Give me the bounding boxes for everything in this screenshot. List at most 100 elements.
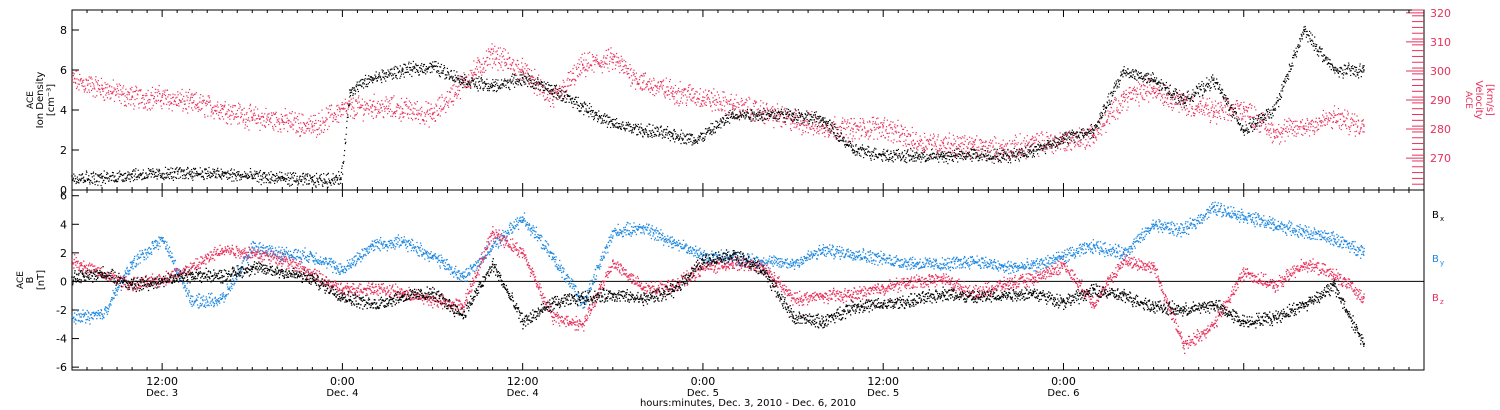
velocity-point (201, 102, 203, 105)
velocity-point (1170, 106, 1173, 109)
velocity-point (298, 113, 300, 115)
velocity-point (815, 123, 817, 126)
velocity-point (868, 120, 871, 122)
density-point (599, 117, 601, 119)
density-point (229, 174, 231, 176)
velocity-point (799, 124, 801, 127)
velocity-point (361, 104, 363, 107)
density-point (291, 183, 293, 186)
velocity-point (1001, 153, 1003, 155)
density-point (569, 95, 571, 97)
density-point (235, 178, 237, 180)
velocity-point (1218, 112, 1220, 115)
density-point (694, 141, 696, 143)
velocity-point (335, 116, 337, 118)
velocity-point (257, 114, 260, 116)
velocity-point (547, 99, 549, 101)
velocity-point (1100, 129, 1102, 131)
density-point (425, 73, 427, 75)
velocity-point (205, 102, 207, 105)
velocity-point (1164, 97, 1166, 99)
density-point (336, 176, 338, 179)
velocity-point (787, 116, 790, 118)
velocity-point (144, 107, 146, 109)
density-point (271, 179, 273, 182)
velocity-point (463, 72, 465, 74)
velocity-value-point (221, 107, 223, 110)
velocity-point (1044, 151, 1046, 153)
density-point (265, 174, 267, 176)
density-point (336, 178, 339, 181)
density-point (377, 77, 379, 79)
velocity-point (241, 109, 244, 111)
velocity-point (985, 141, 987, 143)
density-point (153, 176, 155, 178)
velocity-point (1288, 131, 1290, 133)
velocity-value-point (551, 99, 554, 101)
density-point (154, 172, 156, 174)
velocity-point (602, 57, 605, 59)
velocity-point (1123, 90, 1125, 93)
velocity-point (587, 70, 589, 72)
velocity-point (519, 78, 521, 80)
velocity-point (438, 97, 440, 99)
velocity-point (290, 121, 292, 123)
density-point (211, 172, 213, 174)
velocity-point (1281, 130, 1283, 132)
velocity-point (745, 102, 747, 104)
density-point (77, 181, 79, 184)
velocity-point (980, 138, 982, 141)
velocity-point (137, 94, 139, 96)
density-point (106, 178, 108, 180)
velocity-value-point (732, 105, 734, 107)
velocity-point (636, 81, 639, 83)
velocity-point (1208, 112, 1210, 114)
velocity-point (1025, 140, 1028, 142)
velocity-point (164, 89, 166, 91)
velocity-point (716, 91, 718, 93)
velocity-point (1026, 145, 1028, 147)
velocity-point (1334, 114, 1336, 116)
density-point (375, 75, 377, 78)
velocity-point (836, 126, 839, 129)
density-point (150, 176, 152, 178)
velocity-point (1054, 145, 1056, 148)
velocity-point (1167, 94, 1170, 96)
density-point (308, 183, 310, 185)
velocity-point (909, 133, 911, 135)
velocity-point (426, 112, 428, 114)
density-point (326, 183, 328, 185)
velocity-point (553, 91, 556, 93)
velocity-point (834, 123, 837, 125)
velocity-point (480, 63, 482, 66)
velocity-point (277, 120, 280, 123)
velocity-point (1158, 87, 1160, 89)
density-point (156, 178, 158, 180)
velocity-point (1078, 127, 1081, 129)
velocity-point (894, 124, 896, 126)
velocity-point (892, 142, 894, 144)
density-point (169, 173, 171, 176)
velocity-point (844, 128, 847, 130)
density-point (283, 177, 285, 179)
density-point (688, 138, 690, 141)
velocity-point (78, 83, 80, 85)
velocity-point (578, 66, 580, 69)
density-point (612, 126, 614, 128)
velocity-point (716, 101, 718, 103)
density-point (379, 76, 381, 79)
velocity-point (567, 77, 569, 79)
density-point (116, 172, 118, 175)
velocity-point (564, 85, 567, 88)
velocity-point (138, 107, 140, 109)
velocity-point (325, 117, 327, 119)
velocity-point (324, 124, 326, 126)
velocity-point (720, 108, 722, 110)
density-point (115, 180, 118, 182)
velocity-point (281, 121, 283, 123)
velocity-point (1169, 85, 1171, 87)
velocity-point (1257, 117, 1259, 120)
velocity-point (1128, 87, 1130, 89)
velocity-point (1243, 111, 1245, 113)
velocity-point (935, 145, 937, 148)
